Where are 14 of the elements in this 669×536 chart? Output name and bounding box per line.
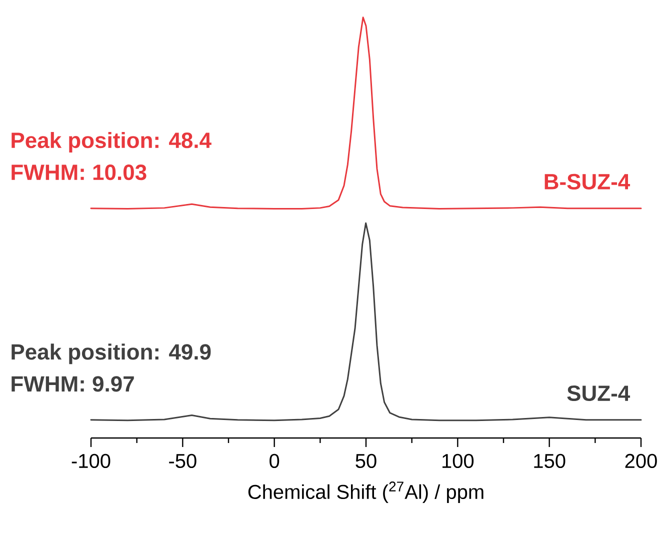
x-tick-label: -100 [72,454,110,468]
annotation: FWHM: 9.97 [12,376,134,392]
x-tick-label: 50 [356,454,376,468]
annotation: Peak position: 48.4 [12,132,212,152]
x-axis-title: Chemical Shift ($^{27}$Al) / ppm [248,482,484,503]
series-label: SUZ-4 [567,385,630,402]
x-tick-label: 100 [442,454,474,468]
x-tick-label: 150 [534,454,566,468]
x-tick-label: 200 [625,454,657,468]
series-label: B-SUZ-4 [544,174,630,190]
x-tick-label: 0 [270,454,280,468]
x-tick-label: -50 [169,454,196,468]
annotation: FWHM: 10.03 [12,164,146,180]
annotation: Peak position: 49.9 [12,344,211,364]
